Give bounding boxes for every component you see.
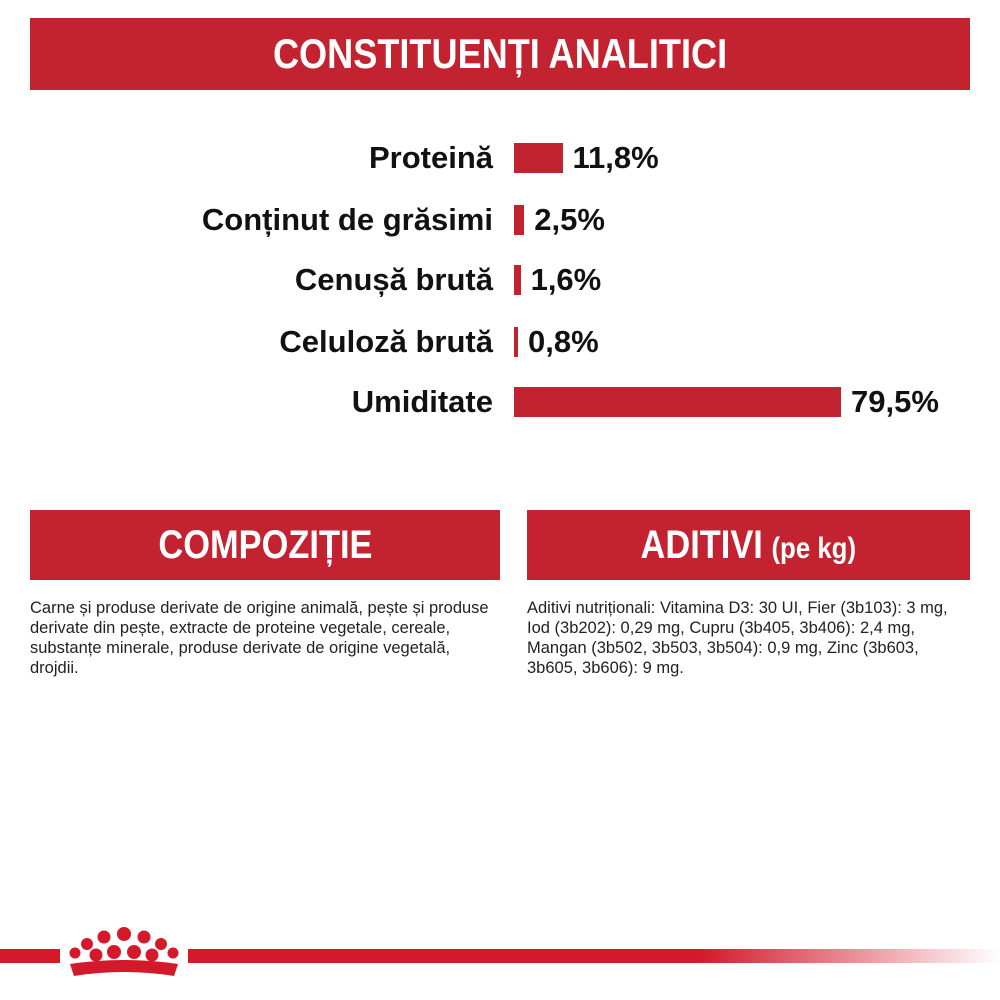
category-label: Proteină — [368, 140, 493, 175]
additives-banner: ADITIVI (pe kg) — [527, 510, 970, 580]
analytical-constituents-chart: Proteină 11,8% Conținut de grăsimi 2,5% Cenu… — [0, 120, 1000, 440]
value-label: 79,5% — [851, 384, 939, 419]
royal-canin-crown-icon — [60, 920, 188, 990]
value-label: 0,8% — [528, 324, 599, 359]
bar — [514, 205, 525, 235]
bar — [514, 387, 841, 417]
category-label: Conținut de grăsimi — [201, 202, 493, 237]
value-label: 2,5% — [534, 202, 605, 237]
category-label: Celuloză brută — [279, 324, 493, 359]
additives-title: ADITIVI — [640, 522, 764, 567]
bar — [514, 327, 518, 357]
bar — [514, 143, 563, 173]
bar — [514, 265, 521, 295]
page-title: CONSTITUENȚI ANALITICI — [272, 30, 728, 77]
composition-title: COMPOZIȚIE — [157, 522, 373, 567]
additives-text: Aditivi nutriționali: Vitamina D3: 30 UI… — [527, 599, 948, 677]
additives-title-unit: (pe kg) — [771, 531, 857, 565]
value-label: 1,6% — [530, 262, 602, 297]
analytical-constituents-banner: CONSTITUENȚI ANALITICI — [30, 18, 970, 90]
composition-text: Carne și produse derivate de origine ani… — [30, 599, 489, 677]
footer-line — [0, 949, 1000, 963]
value-label: 11,8% — [572, 140, 659, 175]
category-label: Umiditate — [351, 384, 493, 419]
composition-banner: COMPOZIȚIE — [30, 510, 500, 580]
category-label: Cenușă brută — [294, 262, 493, 297]
